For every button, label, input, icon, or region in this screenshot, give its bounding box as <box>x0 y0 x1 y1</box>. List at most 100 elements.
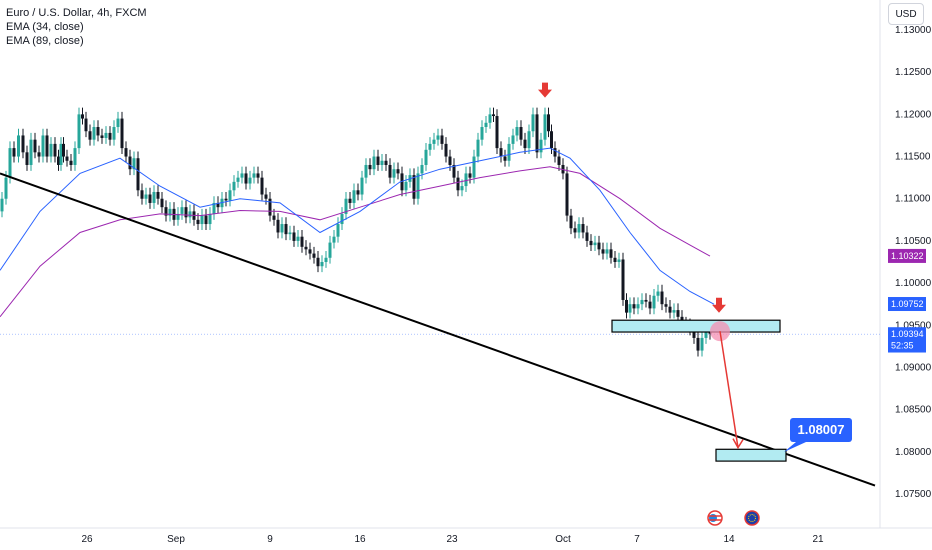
candle-body <box>280 224 284 233</box>
candle-body <box>81 114 84 119</box>
candle-body <box>45 135 49 157</box>
candle-body <box>468 173 472 178</box>
candle-body <box>625 299 628 313</box>
price-badge <box>888 248 926 263</box>
candle-body <box>116 118 120 128</box>
candle-body <box>577 224 581 233</box>
candle-body <box>420 164 424 174</box>
candle-body <box>156 191 160 199</box>
candle-body <box>59 143 63 165</box>
candle-body <box>33 139 37 153</box>
candle-body <box>664 304 668 307</box>
candle-body <box>364 164 368 178</box>
candle-body <box>300 236 304 247</box>
candle-body <box>316 257 320 267</box>
candle-body <box>73 148 77 165</box>
candle-body <box>656 291 660 296</box>
candle-body <box>57 156 60 165</box>
candle-body <box>176 213 180 220</box>
candle-body <box>412 175 416 199</box>
candle-body <box>324 257 328 262</box>
candle-body <box>515 127 519 136</box>
candle-body <box>168 208 172 216</box>
candle-body <box>692 329 696 338</box>
candle-body <box>550 131 553 149</box>
y-tick-label: 1.10500 <box>895 236 932 247</box>
candle-body <box>660 291 664 305</box>
candle-body <box>88 131 92 140</box>
y-tick-label: 1.12000 <box>895 109 932 120</box>
ema89-label[interactable]: EMA (89, close) <box>6 35 84 47</box>
x-tick-label: 9 <box>267 534 273 545</box>
candle-body <box>527 131 531 149</box>
candle-body <box>128 156 132 170</box>
candle-body <box>676 310 680 317</box>
price-badge-label: 1.09752 <box>891 299 924 309</box>
price-badge-label: 1.10322 <box>891 251 924 261</box>
candle-body <box>348 198 352 203</box>
candle-body <box>308 249 312 254</box>
price-badge <box>888 297 926 312</box>
candle-body <box>228 190 232 201</box>
candle-body <box>188 211 192 218</box>
candle-body <box>392 169 396 178</box>
candle-body <box>519 127 523 140</box>
candle-body <box>432 139 436 144</box>
candle-body <box>376 156 380 165</box>
down-arrow-icon <box>538 82 552 98</box>
candle-body <box>452 164 456 178</box>
x-tick-label: 23 <box>446 534 458 545</box>
candle-body <box>492 114 495 117</box>
currency-button[interactable]: USD <box>888 3 924 25</box>
candle-body <box>593 242 597 246</box>
candle-body <box>336 224 340 237</box>
candle-body <box>628 304 632 313</box>
chart-legend: Euro / U.S. Dollar, 4h, FXCM EMA (34, cl… <box>6 6 147 48</box>
candle-body <box>340 213 344 225</box>
ema34-label[interactable]: EMA (34, close) <box>6 21 84 33</box>
candle-body <box>597 242 601 250</box>
candle-body <box>424 149 428 165</box>
candle-body <box>640 299 644 305</box>
candle-body <box>41 135 45 157</box>
projection-arrow-line <box>719 331 739 448</box>
candle-body <box>352 190 356 203</box>
candle-body <box>648 301 652 309</box>
candle-body <box>328 242 332 258</box>
candle-body <box>484 122 488 128</box>
candle-body <box>84 118 88 132</box>
candle-body <box>8 148 12 178</box>
y-tick-label: 1.11500 <box>895 152 931 163</box>
candle-body <box>636 304 640 309</box>
candle-body <box>495 116 499 149</box>
y-tick-label: 1.11000 <box>895 194 931 205</box>
down-arrow-icon <box>712 297 726 313</box>
candle-body <box>208 213 212 225</box>
y-tick-label: 1.12500 <box>895 67 932 78</box>
candle-body <box>565 173 569 216</box>
candle-body <box>539 139 543 153</box>
candle-body <box>152 191 156 203</box>
candle-body <box>25 152 29 165</box>
y-tick-label: 1.08500 <box>895 405 932 416</box>
candle-body <box>62 143 65 157</box>
candle-body <box>320 262 324 267</box>
candle-body <box>573 228 577 233</box>
candle-body <box>708 332 712 334</box>
candle-body <box>180 207 184 214</box>
candle-body <box>511 135 515 144</box>
candle-body <box>581 224 585 233</box>
y-tick-label: 1.10000 <box>895 278 932 289</box>
event-flag-icon <box>707 510 723 526</box>
candle-body <box>668 306 672 313</box>
trend-line <box>0 172 876 487</box>
candle-body <box>312 253 316 258</box>
candle-body <box>104 132 108 138</box>
candle-body <box>543 114 547 140</box>
candle-body <box>569 215 573 229</box>
candle-body <box>200 215 204 225</box>
y-tick-label: 1.07500 <box>895 489 932 500</box>
x-tick-label: 21 <box>812 534 824 545</box>
candle-body <box>296 236 300 241</box>
